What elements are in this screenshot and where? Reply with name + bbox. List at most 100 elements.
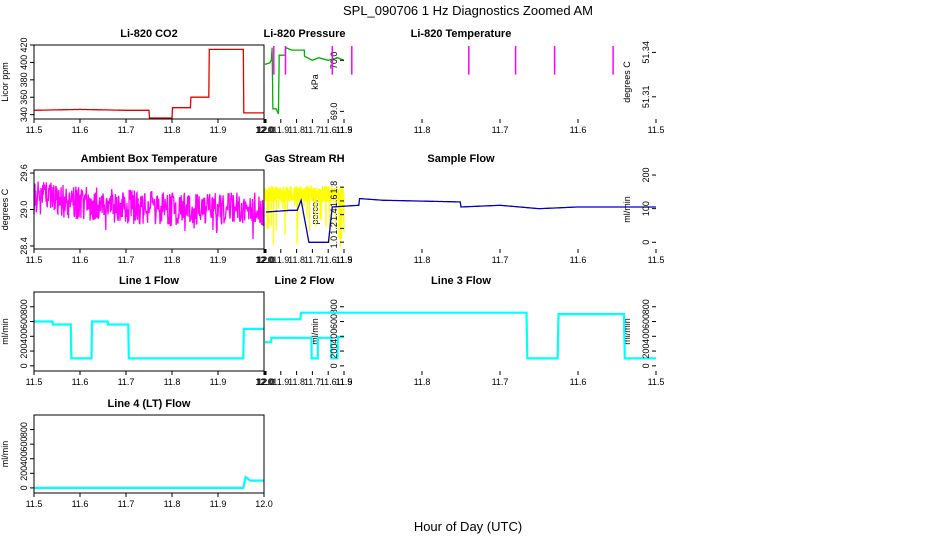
x-tick-label: 11.7 xyxy=(304,125,321,135)
panel-title: Line 4 (LT) Flow xyxy=(108,398,191,410)
panel-6: Sample Flowml/min11.511.611.711.811.912.… xyxy=(257,153,664,265)
x-tick-label: 12.0 xyxy=(255,499,273,509)
y-tick-label: 0 xyxy=(329,363,339,368)
x-tick-label: 11.5 xyxy=(648,125,665,135)
x-tick-label: 11.8 xyxy=(414,125,431,135)
x-tick-label: 11.6 xyxy=(72,255,89,265)
y-axis-label: degrees C xyxy=(0,188,10,230)
y-axis-label: kPa xyxy=(310,74,320,90)
y-tick-label: 200 xyxy=(19,344,29,359)
panel-5: Gas Stream RHpercent11.511.611.711.811.9… xyxy=(256,153,352,265)
plot-frame xyxy=(33,414,265,494)
series-line xyxy=(34,320,264,360)
x-tick-label: 11.5 xyxy=(26,377,43,387)
x-tick-label: 11.8 xyxy=(164,499,181,509)
x-tick-label: 11.5 xyxy=(26,255,43,265)
y-tick-label: 29.6 xyxy=(19,164,29,182)
x-tick-label: 12.0 xyxy=(255,377,273,387)
panel-title: Line 3 Flow xyxy=(431,275,491,287)
x-tick-label: 11.5 xyxy=(648,377,665,387)
y-tick-label: 1.2 xyxy=(329,222,339,235)
y-tick-label: 400 xyxy=(19,55,29,70)
x-tick-label: 11.5 xyxy=(26,125,43,135)
x-tick-label: 11.6 xyxy=(72,125,89,135)
y-tick-label: 400 xyxy=(19,329,29,344)
panel-8: Line 2 Flowml/min11.511.611.711.811.912.… xyxy=(256,275,352,387)
figure-title: SPL_090706 1 Hz Diagnostics Zoomed AM xyxy=(343,3,593,18)
x-tick-label: 11.6 xyxy=(72,499,89,509)
x-tick-label: 11.9 xyxy=(210,499,227,509)
x-tick-label: 11.8 xyxy=(288,255,305,265)
panel-title: Line 2 Flow xyxy=(275,275,335,287)
y-tick-label: 400 xyxy=(641,329,651,344)
x-tick-label: 11.8 xyxy=(414,255,431,265)
y-tick-label: 200 xyxy=(641,168,651,183)
y-tick-label: 0 xyxy=(19,363,29,368)
y-tick-label: 0 xyxy=(19,485,29,490)
y-tick-label: 70.0 xyxy=(329,52,339,70)
y-tick-label: 600 xyxy=(19,437,29,452)
x-tick-label: 12.0 xyxy=(256,255,274,265)
x-tick-label: 11.5 xyxy=(336,125,353,135)
x-tick-label: 11.8 xyxy=(288,377,305,387)
y-tick-label: 1.6 xyxy=(329,195,339,208)
x-tick-label: 11.9 xyxy=(272,125,289,135)
y-axis-label: Licor ppm xyxy=(0,62,10,102)
y-tick-label: 100 xyxy=(641,201,651,216)
x-tick-label: 11.6 xyxy=(320,255,337,265)
y-axis-label: ml/min xyxy=(0,318,10,345)
panel-7: Line 1 Flow ml/min 11.5 11.6 11.7 11.8 11.9 12.… xyxy=(0,275,273,387)
x-tick-label: 11.8 xyxy=(288,125,305,135)
y-axis-label: degrees C xyxy=(622,61,632,103)
y-tick-label: 200 xyxy=(641,344,651,359)
x-tick-label: 12.0 xyxy=(257,377,275,387)
x-tick-label: 11.9 xyxy=(210,125,227,135)
y-tick-label: 200 xyxy=(19,466,29,481)
x-tick-label: 11.6 xyxy=(570,255,587,265)
y-tick-label: 0 xyxy=(641,240,651,245)
x-tick-label: 11.6 xyxy=(320,125,337,135)
panel-1: Li-820 CO2 Licor ppm 11.5 11.6 11.7 11.8 11.9 1… xyxy=(0,28,273,135)
series-line xyxy=(265,335,344,360)
figure-xlabel: Hour of Day (UTC) xyxy=(414,519,522,534)
x-tick-label: 12.0 xyxy=(255,255,273,265)
x-tick-label: 11.7 xyxy=(492,377,509,387)
panel-title: Li-820 CO2 xyxy=(120,28,177,40)
panel-title: Ambient Box Temperature xyxy=(81,153,218,165)
panel-title: Li-820 Temperature xyxy=(411,28,512,40)
x-tick-label: 11.9 xyxy=(336,125,353,135)
y-tick-label: 420 xyxy=(19,37,29,52)
x-tick-label: 11.5 xyxy=(648,255,665,265)
x-tick-label: 11.7 xyxy=(492,125,509,135)
x-tick-label: 11.8 xyxy=(164,377,181,387)
y-tick-label: 51.31 xyxy=(641,86,651,109)
x-tick-label: 11.7 xyxy=(118,125,135,135)
x-tick-label: 12.0 xyxy=(257,125,275,135)
x-tick-label: 11.6 xyxy=(570,377,587,387)
y-tick-label: 1.0 xyxy=(329,236,339,249)
x-tick-label: 11.9 xyxy=(210,255,227,265)
y-tick-label: 400 xyxy=(329,329,339,344)
x-tick-label: 11.5 xyxy=(336,377,353,387)
y-tick-label: 0 xyxy=(641,363,651,368)
y-axis-label: ml/min xyxy=(0,441,10,468)
x-tick-label: 11.9 xyxy=(336,377,353,387)
series-line xyxy=(34,48,264,119)
x-tick-label: 11.8 xyxy=(164,125,181,135)
y-tick-label: 800 xyxy=(19,299,29,314)
y-tick-label: 380 xyxy=(19,72,29,87)
x-tick-label: 11.6 xyxy=(72,377,89,387)
y-tick-label: 600 xyxy=(19,314,29,329)
panel-title: Li-820 Pressure xyxy=(264,28,346,40)
y-tick-label: 800 xyxy=(329,299,339,314)
panel-title: Gas Stream RH xyxy=(264,153,344,165)
panel-4: Ambient Box Temperature degrees C 11.5 11.6… xyxy=(0,153,273,265)
y-axis-label: ml/min xyxy=(622,196,632,223)
x-tick-label: 11.7 xyxy=(118,255,135,265)
x-tick-label: 11.7 xyxy=(492,255,509,265)
series-line xyxy=(34,475,264,489)
y-axis-label: ml/min xyxy=(310,318,320,345)
